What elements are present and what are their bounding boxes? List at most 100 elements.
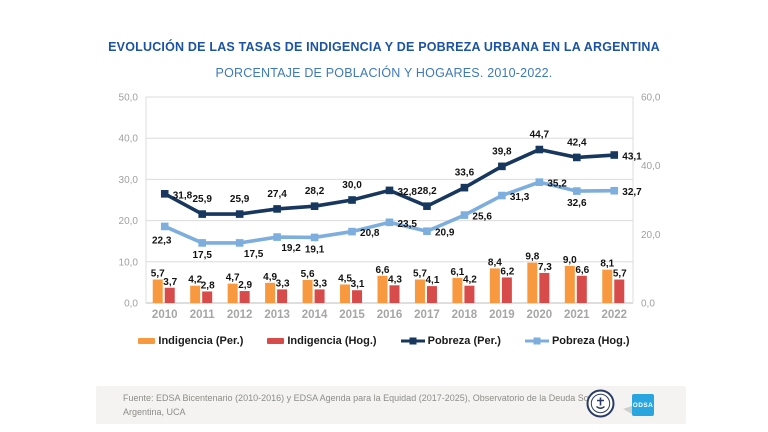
legend-item: Indigencia (Hog.) <box>267 335 377 347</box>
svg-text:3,1: 3,1 <box>351 279 365 290</box>
svg-text:60,0: 60,0 <box>641 93 661 104</box>
svg-text:28,2: 28,2 <box>417 186 437 197</box>
svg-text:2,9: 2,9 <box>238 280 252 291</box>
bar-series-0 <box>152 262 613 303</box>
svg-text:2015: 2015 <box>339 309 365 321</box>
svg-text:4,2: 4,2 <box>188 275 202 286</box>
svg-text:6,1: 6,1 <box>450 267 464 278</box>
legend-item: Indigencia (Per.) <box>138 335 243 347</box>
left-axis-labels: 0,0 10,0 20,0 30,0 40,0 50,0 <box>119 93 139 310</box>
legend-label: Pobreza (Per.) <box>427 335 501 347</box>
svg-text:5,6: 5,6 <box>301 269 315 280</box>
svg-text:28,2: 28,2 <box>305 186 325 197</box>
svg-text:32,8: 32,8 <box>398 187 418 198</box>
svg-text:31,8: 31,8 <box>173 190 193 201</box>
svg-text:2016: 2016 <box>377 309 403 321</box>
svg-text:3,3: 3,3 <box>276 278 290 289</box>
svg-text:0,0: 0,0 <box>124 299 138 310</box>
svg-text:5,7: 5,7 <box>151 269 165 280</box>
svg-text:30,0: 30,0 <box>119 175 139 186</box>
legend-bar-swatch-icon <box>267 338 285 344</box>
svg-text:2013: 2013 <box>264 309 290 321</box>
svg-text:4,7: 4,7 <box>226 273 240 284</box>
line-series-1 <box>160 178 619 247</box>
svg-text:25,9: 25,9 <box>192 194 212 205</box>
svg-text:5,7: 5,7 <box>613 269 627 280</box>
svg-text:42,4: 42,4 <box>567 137 587 148</box>
svg-text:2012: 2012 <box>227 309 253 321</box>
svg-text:0,0: 0,0 <box>641 299 655 310</box>
gridlines <box>145 96 634 304</box>
svg-text:4,5: 4,5 <box>338 273 352 284</box>
svg-text:40,0: 40,0 <box>641 161 661 172</box>
svg-text:27,4: 27,4 <box>267 189 287 200</box>
legend-line-swatch-icon <box>524 337 549 345</box>
svg-text:17,5: 17,5 <box>192 250 212 261</box>
svg-text:4,1: 4,1 <box>426 275 440 286</box>
chart-legend: Indigencia (Per.) Indigencia (Hog.) Pobrez… <box>0 335 768 347</box>
legend-label: Indigencia (Per.) <box>158 335 244 347</box>
x-axis-year-labels: 2010 2011 2012 2013 2014 2015 2016 2017 2018 2019… <box>152 309 627 321</box>
svg-text:2020: 2020 <box>527 309 553 321</box>
svg-text:9,8: 9,8 <box>525 252 539 263</box>
svg-text:43,1: 43,1 <box>622 152 642 163</box>
svg-text:2021: 2021 <box>564 309 590 321</box>
svg-text:17,5: 17,5 <box>244 249 264 260</box>
svg-text:20,0: 20,0 <box>119 216 139 227</box>
svg-text:6,2: 6,2 <box>500 266 514 277</box>
svg-text:32,6: 32,6 <box>567 198 587 209</box>
svg-text:7,3: 7,3 <box>538 262 552 273</box>
svg-text:19,2: 19,2 <box>281 243 301 254</box>
svg-text:6,6: 6,6 <box>376 265 390 276</box>
chart-title: EVOLUCIÓN DE LAS TASAS DE INDIGENCIA Y D… <box>108 40 660 54</box>
svg-text:20,8: 20,8 <box>360 228 380 239</box>
svg-text:35,2: 35,2 <box>547 179 567 190</box>
svg-text:10,0: 10,0 <box>119 257 139 268</box>
combo-chart: 0,0 10,0 20,0 30,0 40,0 50,0 0,0 20,0 40,0 60,0 20… <box>119 93 661 322</box>
svg-text:3,7: 3,7 <box>163 277 177 288</box>
svg-text:4,2: 4,2 <box>463 275 477 286</box>
svg-text:4,9: 4,9 <box>263 272 277 283</box>
legend-label: Pobreza (Hog.) <box>551 335 630 347</box>
legend-bar-swatch-icon <box>138 338 156 344</box>
legend-label: Indigencia (Hog.) <box>287 335 377 347</box>
svg-text:4,3: 4,3 <box>388 274 402 285</box>
odsa-logo-label: ODSA <box>632 401 654 409</box>
uca-seal-icon <box>586 389 615 418</box>
svg-text:50,0: 50,0 <box>119 93 139 104</box>
svg-text:3,3: 3,3 <box>313 278 327 289</box>
svg-text:25,6: 25,6 <box>472 212 492 223</box>
svg-text:5,7: 5,7 <box>413 269 427 280</box>
legend-item: Pobreza (Per.) <box>400 335 501 347</box>
chart-subtitle: PORCENTAJE DE POBLACIÓN Y HOGARES. 2010-… <box>215 66 553 80</box>
svg-text:44,7: 44,7 <box>530 130 550 141</box>
svg-text:2017: 2017 <box>414 309 440 321</box>
svg-text:2018: 2018 <box>452 309 478 321</box>
odsa-badge-tail <box>623 406 632 414</box>
bar-series-1 <box>164 272 625 303</box>
svg-text:22,3: 22,3 <box>152 235 172 246</box>
svg-text:6,6: 6,6 <box>575 265 589 276</box>
svg-text:20,9: 20,9 <box>435 228 455 239</box>
svg-text:31,3: 31,3 <box>510 192 530 203</box>
svg-text:2010: 2010 <box>152 309 178 321</box>
right-axis-labels: 0,0 20,0 40,0 60,0 <box>641 93 661 310</box>
odsa-logo: ODSA <box>632 394 654 416</box>
svg-text:2014: 2014 <box>302 309 328 321</box>
legend-item: Pobreza (Hog.) <box>524 335 630 347</box>
svg-text:30,0: 30,0 <box>342 180 362 191</box>
svg-text:2019: 2019 <box>489 309 515 321</box>
svg-text:8,1: 8,1 <box>600 259 614 270</box>
legend-line-swatch-icon <box>400 337 425 345</box>
svg-text:23,5: 23,5 <box>398 219 418 230</box>
svg-text:20,0: 20,0 <box>641 230 661 241</box>
svg-text:32,7: 32,7 <box>622 187 642 198</box>
line-series-0 <box>160 145 619 218</box>
svg-text:39,8: 39,8 <box>492 146 512 157</box>
svg-text:8,4: 8,4 <box>488 257 502 268</box>
source-text: Fuente: EDSA Bicentenario (2010-2016) y … <box>123 393 603 417</box>
svg-text:2022: 2022 <box>601 309 627 321</box>
svg-text:19,1: 19,1 <box>305 244 325 255</box>
footer-bar: Fuente: EDSA Bicentenario (2010-2016) y … <box>96 386 686 424</box>
data-labels: 5,7 4,2 4,7 4,9 5,6 4,5 6,6 5,7 6,1 8,4 9,8 9,0 8,1 3… <box>151 130 642 292</box>
